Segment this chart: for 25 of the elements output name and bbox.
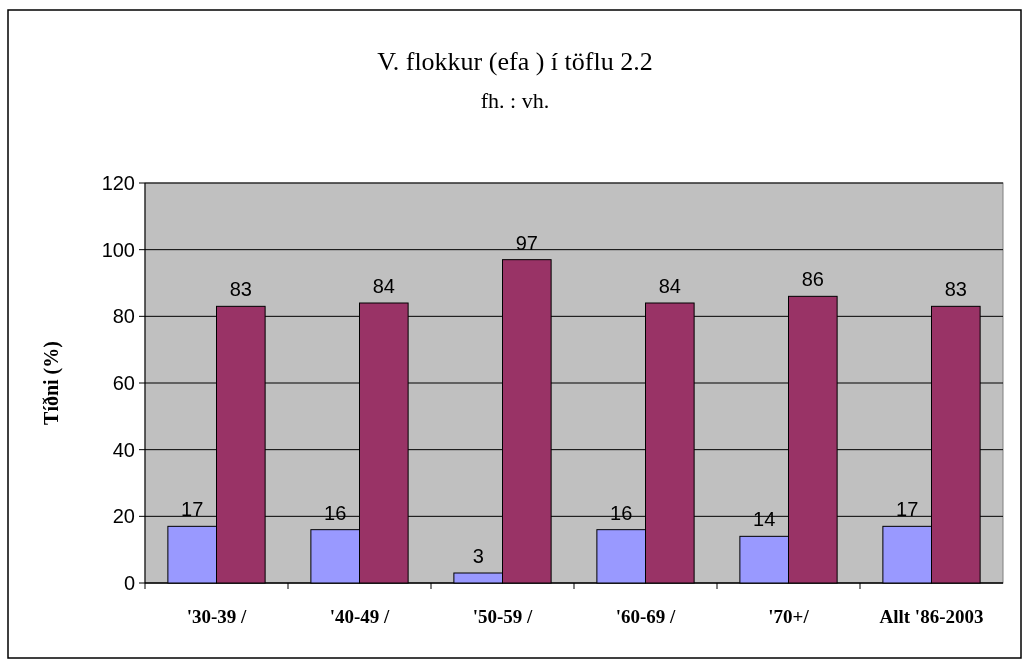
y-axis-title: Tíðni (%)	[40, 341, 63, 425]
data-label: 17	[896, 498, 919, 521]
data-label: 17	[181, 498, 204, 521]
x-tick-label: '50-59 /	[472, 606, 534, 627]
data-label: 84	[658, 275, 681, 297]
data-label: 97	[515, 231, 538, 254]
data-label: 3	[472, 545, 484, 567]
y-tick-label: 100	[101, 238, 135, 261]
x-tick-label: Allt '86-2003	[879, 606, 984, 627]
data-label: 83	[229, 278, 252, 301]
y-tick-label: 120	[101, 172, 135, 194]
x-tick-label: '70+/	[768, 606, 810, 627]
data-label: 86	[801, 268, 824, 291]
x-tick-label: '60-69 /	[615, 606, 677, 627]
y-tick-label: 0	[123, 572, 135, 594]
x-tick-label: '40-49 /	[329, 606, 391, 627]
chart-title: V. flokkur (efa ) í töflu 2.2	[377, 47, 653, 76]
y-tick-label: 40	[112, 438, 135, 461]
y-tick-label: 60	[112, 372, 135, 394]
data-label: 84	[372, 275, 395, 297]
y-tick-label: 20	[112, 505, 135, 528]
x-tick-label: '30-39 /	[186, 606, 248, 627]
chart-subtitle: fh. : vh.	[480, 88, 550, 113]
y-tick-label: 80	[112, 305, 135, 328]
data-label: 83	[944, 278, 967, 301]
